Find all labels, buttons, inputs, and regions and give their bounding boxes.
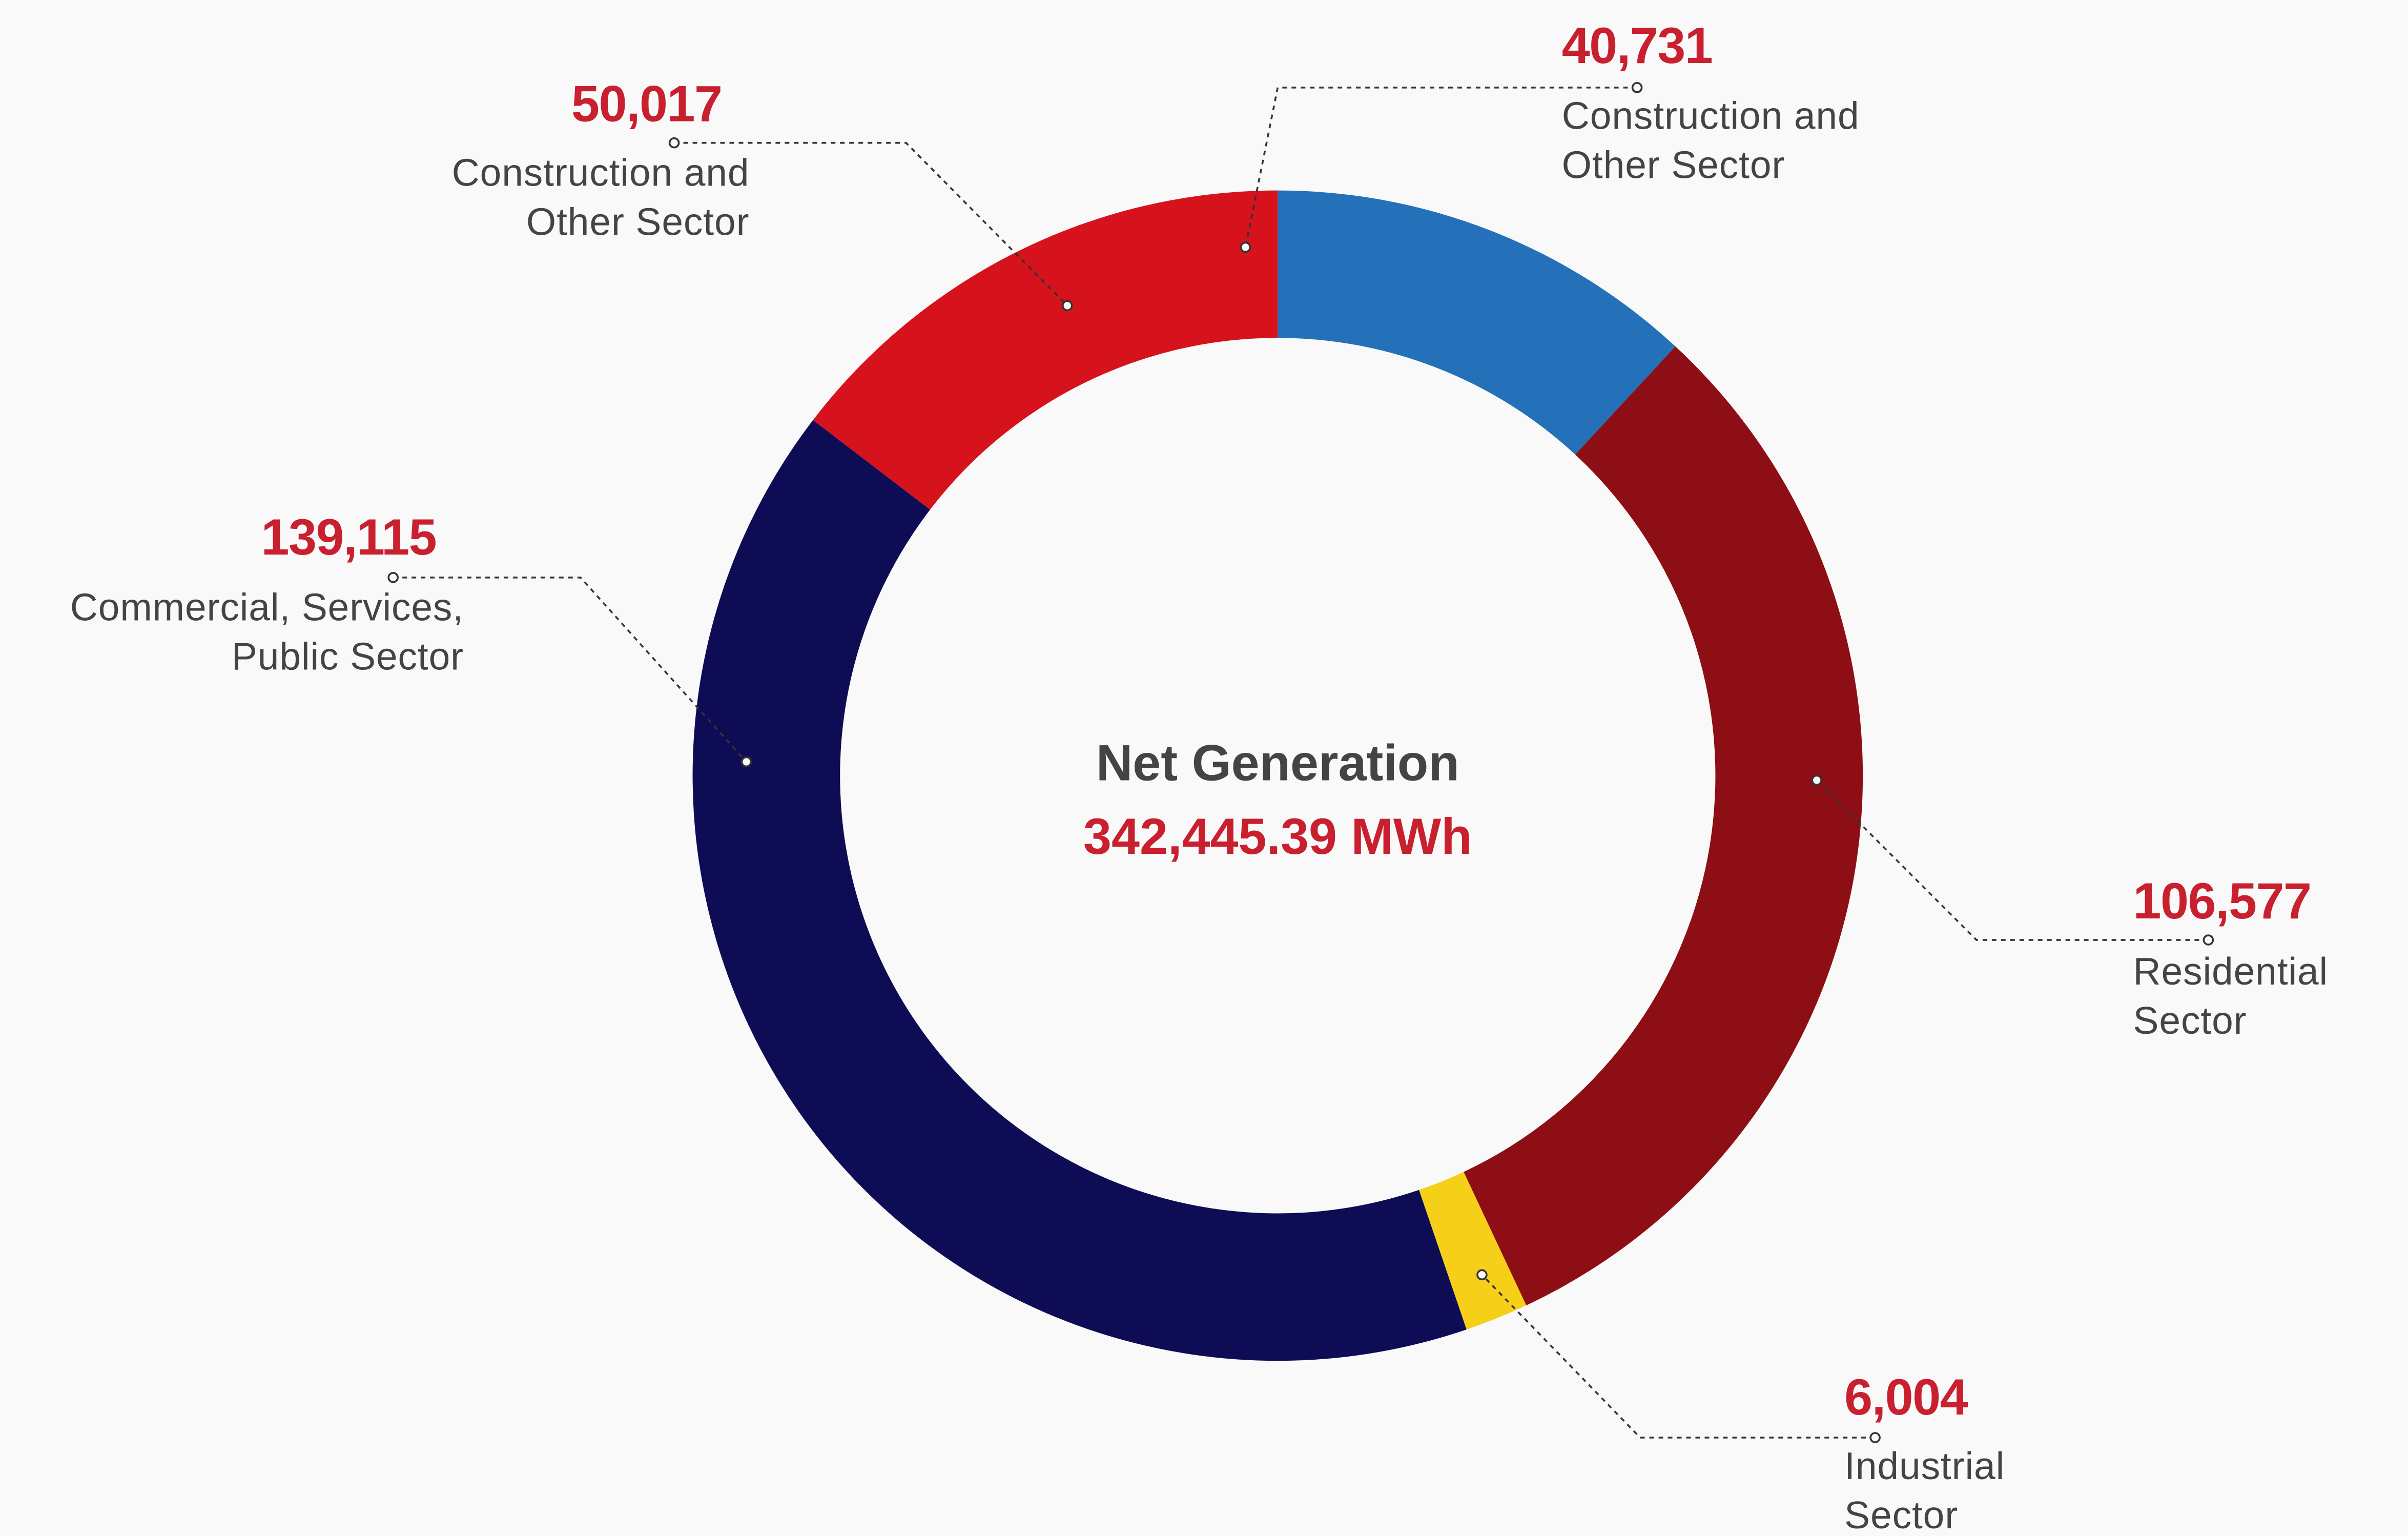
leader-dot: [1811, 774, 1823, 786]
donut-segment: [1418, 1172, 1527, 1330]
leader-line: [393, 576, 747, 763]
leader-dot: [2203, 934, 2214, 946]
donut-segment: [813, 190, 1278, 510]
donut-segment: [692, 420, 1467, 1361]
leader-dot: [740, 756, 752, 768]
leader-dot: [1869, 1432, 1881, 1443]
leader-line: [1481, 1274, 1876, 1439]
value-label: 40,731: [1561, 16, 1713, 74]
value-label: 6,004: [1844, 1368, 1968, 1426]
category-label: Residential Sector: [2133, 951, 2329, 1042]
category-label: Commercial, Services, Public Sector: [70, 586, 464, 679]
leader-dot: [1061, 300, 1073, 312]
center-title: Net Generation: [1096, 734, 1459, 791]
donut-segment: [1278, 190, 1676, 455]
leader-line: [1816, 780, 2209, 941]
value-label: 139,115: [261, 508, 437, 565]
category-label: Construction and Other Sector: [1561, 95, 1860, 187]
category-label: Industrial Sector: [1844, 1445, 2005, 1536]
leader-dot: [668, 137, 680, 149]
leader-dot: [1631, 82, 1643, 93]
leader-dot: [1476, 1269, 1488, 1281]
value-label: 106,577: [2133, 872, 2312, 930]
leader-line: [674, 141, 1068, 306]
value-label: 50,017: [571, 75, 723, 132]
center-value: 342,445.39 MWh: [1083, 808, 1472, 865]
leader-line: [1244, 87, 1637, 248]
category-label: Construction and Other Sector: [451, 152, 750, 243]
donut-segment: [1464, 346, 1863, 1306]
leader-dot: [387, 572, 399, 583]
leader-dot: [1240, 241, 1251, 253]
